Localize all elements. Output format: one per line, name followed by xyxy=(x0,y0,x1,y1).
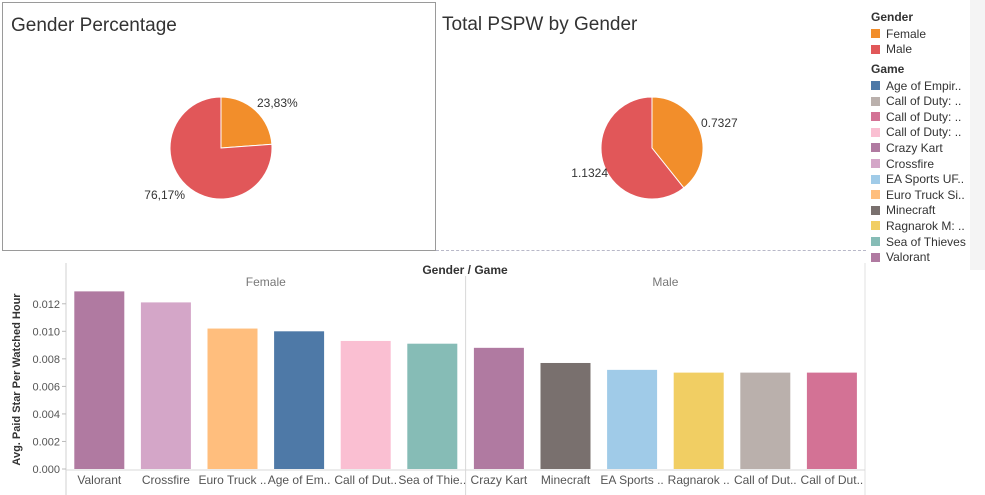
legend-label: Ragnarok M: .. xyxy=(886,218,965,233)
bar[interactable] xyxy=(607,369,658,469)
gender-pie-slice-female[interactable] xyxy=(220,96,273,149)
legend-game-title: Game xyxy=(871,62,905,76)
legend-label: Age of Empir.. xyxy=(886,78,962,93)
bar[interactable] xyxy=(740,372,791,469)
legend-swatch xyxy=(871,96,880,106)
gender-pie-label-female: 23,83% xyxy=(257,96,298,110)
bar[interactable] xyxy=(74,291,125,469)
legend-swatch xyxy=(871,112,880,122)
legend-label: Euro Truck Si.. xyxy=(886,187,965,202)
x-tick-label: Call of Dut.. xyxy=(801,473,864,487)
x-tick-label: Call of Dut.. xyxy=(734,473,797,487)
bar[interactable] xyxy=(473,347,524,469)
legend-swatch xyxy=(871,205,880,215)
legend-swatch xyxy=(871,44,880,54)
legend-game-item-0[interactable]: Age of Empir.. xyxy=(871,78,983,93)
gender-percentage-pie-chart: 23,83% 76,17% xyxy=(144,96,298,202)
bar-chart-header: Gender / Game xyxy=(422,263,508,277)
bar[interactable] xyxy=(140,302,191,469)
pspw-pie-slice-male[interactable] xyxy=(600,96,685,200)
legend-label: Minecraft xyxy=(886,203,936,218)
bar[interactable] xyxy=(540,362,591,469)
legend-gender-item-1[interactable]: Male xyxy=(871,42,983,57)
gender-pie-slice-male[interactable] xyxy=(169,96,273,200)
pspw-pie-label-female: 0.7327 xyxy=(701,116,738,130)
legend-game-item-2[interactable]: Call of Duty: .. xyxy=(871,109,983,124)
bar[interactable] xyxy=(407,343,458,469)
pspw-pie-slice-female[interactable] xyxy=(651,96,704,189)
legend: Gender Female Male Game Age of Empir.. Cal… xyxy=(866,0,985,270)
legend-swatch xyxy=(871,237,880,246)
total-pspw-pie-chart: 0.7327 1.1324 xyxy=(571,96,738,200)
legend-swatch xyxy=(871,174,880,184)
legend-swatch xyxy=(871,159,880,168)
bar[interactable] xyxy=(340,340,391,469)
legend-game-item-7[interactable]: Euro Truck Si.. xyxy=(871,187,983,202)
total-pspw-title: Total PSPW by Gender xyxy=(442,14,638,35)
y-tick-label: 0.002 xyxy=(32,436,60,448)
x-tick-label: Minecraft xyxy=(541,473,591,487)
total-pspw-panel: Total PSPW by Gender 0.7327 1.1324 xyxy=(438,2,858,251)
y-tick-label: 0.004 xyxy=(32,409,60,421)
legend-label: Call of Duty: .. xyxy=(886,94,962,109)
legend-gender-item-0[interactable]: Female xyxy=(871,26,983,41)
legend-game-item-1[interactable]: Call of Duty: .. xyxy=(871,94,983,109)
y-tick-label: 0.000 xyxy=(32,464,60,476)
x-tick-label: Call of Dut.. xyxy=(334,473,397,487)
legend-label: Call of Duty: .. xyxy=(886,109,962,124)
gender-percentage-title: Gender Percentage xyxy=(11,15,177,36)
legend-game-item-9[interactable]: Ragnarok M: .. xyxy=(871,218,983,233)
x-tick-label: Age of Em.. xyxy=(268,473,331,487)
legend-game-item-5[interactable]: Crossfire xyxy=(871,156,983,171)
legend-label: Call of Duty: .. xyxy=(886,125,962,140)
legend-game-item-10[interactable]: Sea of Thieves xyxy=(871,234,983,249)
bar[interactable] xyxy=(806,372,857,469)
legend-scrollbar[interactable] xyxy=(970,0,985,270)
legend-label: Female xyxy=(886,26,927,41)
legend-label: Valorant xyxy=(886,250,930,265)
legend-label: EA Sports UF.. xyxy=(886,172,965,187)
bar[interactable] xyxy=(673,372,724,469)
legend-swatch xyxy=(871,127,880,137)
y-tick-label: 0.008 xyxy=(32,354,60,366)
y-axis-label: Avg. Paid Star Per Watched Hour xyxy=(11,293,23,466)
x-tick-label: EA Sports .. xyxy=(600,473,663,487)
legend-game-item-3[interactable]: Call of Duty: .. xyxy=(871,125,983,140)
legend-gender-title: Gender xyxy=(871,10,914,24)
legend-swatch xyxy=(871,252,880,262)
x-tick-label: Crossfire xyxy=(142,473,190,487)
x-tick-label: Euro Truck .. xyxy=(198,473,266,487)
group-label-male: Male xyxy=(652,275,678,289)
x-tick-label: Ragnarok .. xyxy=(668,473,730,487)
legend-label: Crossfire xyxy=(886,156,935,171)
y-tick-label: 0.010 xyxy=(32,326,60,338)
x-tick-label: Sea of Thie.. xyxy=(398,473,466,487)
y-tick-label: 0.012 xyxy=(32,299,60,311)
legend-label: Male xyxy=(886,42,913,57)
legend-label: Sea of Thieves xyxy=(886,234,966,249)
bar-chart: Gender / Game 0.000 0.002 0.004 0.006 0.008 0.… xyxy=(11,263,866,495)
legend-game-item-11[interactable]: Valorant xyxy=(871,250,983,265)
legend-game-item-4[interactable]: Crazy Kart xyxy=(871,140,983,155)
pspw-pie-label-male: 1.1324 xyxy=(571,166,608,180)
x-tick-label: Valorant xyxy=(77,473,121,487)
y-tick-label: 0.006 xyxy=(32,381,60,393)
gender-pie-label-male: 76,17% xyxy=(144,188,185,202)
legend-game-item-8[interactable]: Minecraft xyxy=(871,203,983,218)
legend-swatch xyxy=(871,190,880,200)
bar[interactable] xyxy=(274,331,325,469)
bar[interactable] xyxy=(207,328,258,469)
x-tick-label: Crazy Kart xyxy=(471,473,528,487)
legend-game-item-6[interactable]: EA Sports UF.. xyxy=(871,172,983,187)
legend-swatch xyxy=(871,81,880,90)
group-label-female: Female xyxy=(246,275,286,289)
panel-divider xyxy=(436,250,866,251)
legend-swatch xyxy=(871,221,880,231)
legend-swatch xyxy=(871,29,880,38)
legend-swatch xyxy=(871,143,880,153)
gender-percentage-panel: Gender Percentage 23,83% 76,17% xyxy=(2,2,436,251)
legend-label: Crazy Kart xyxy=(886,140,943,155)
